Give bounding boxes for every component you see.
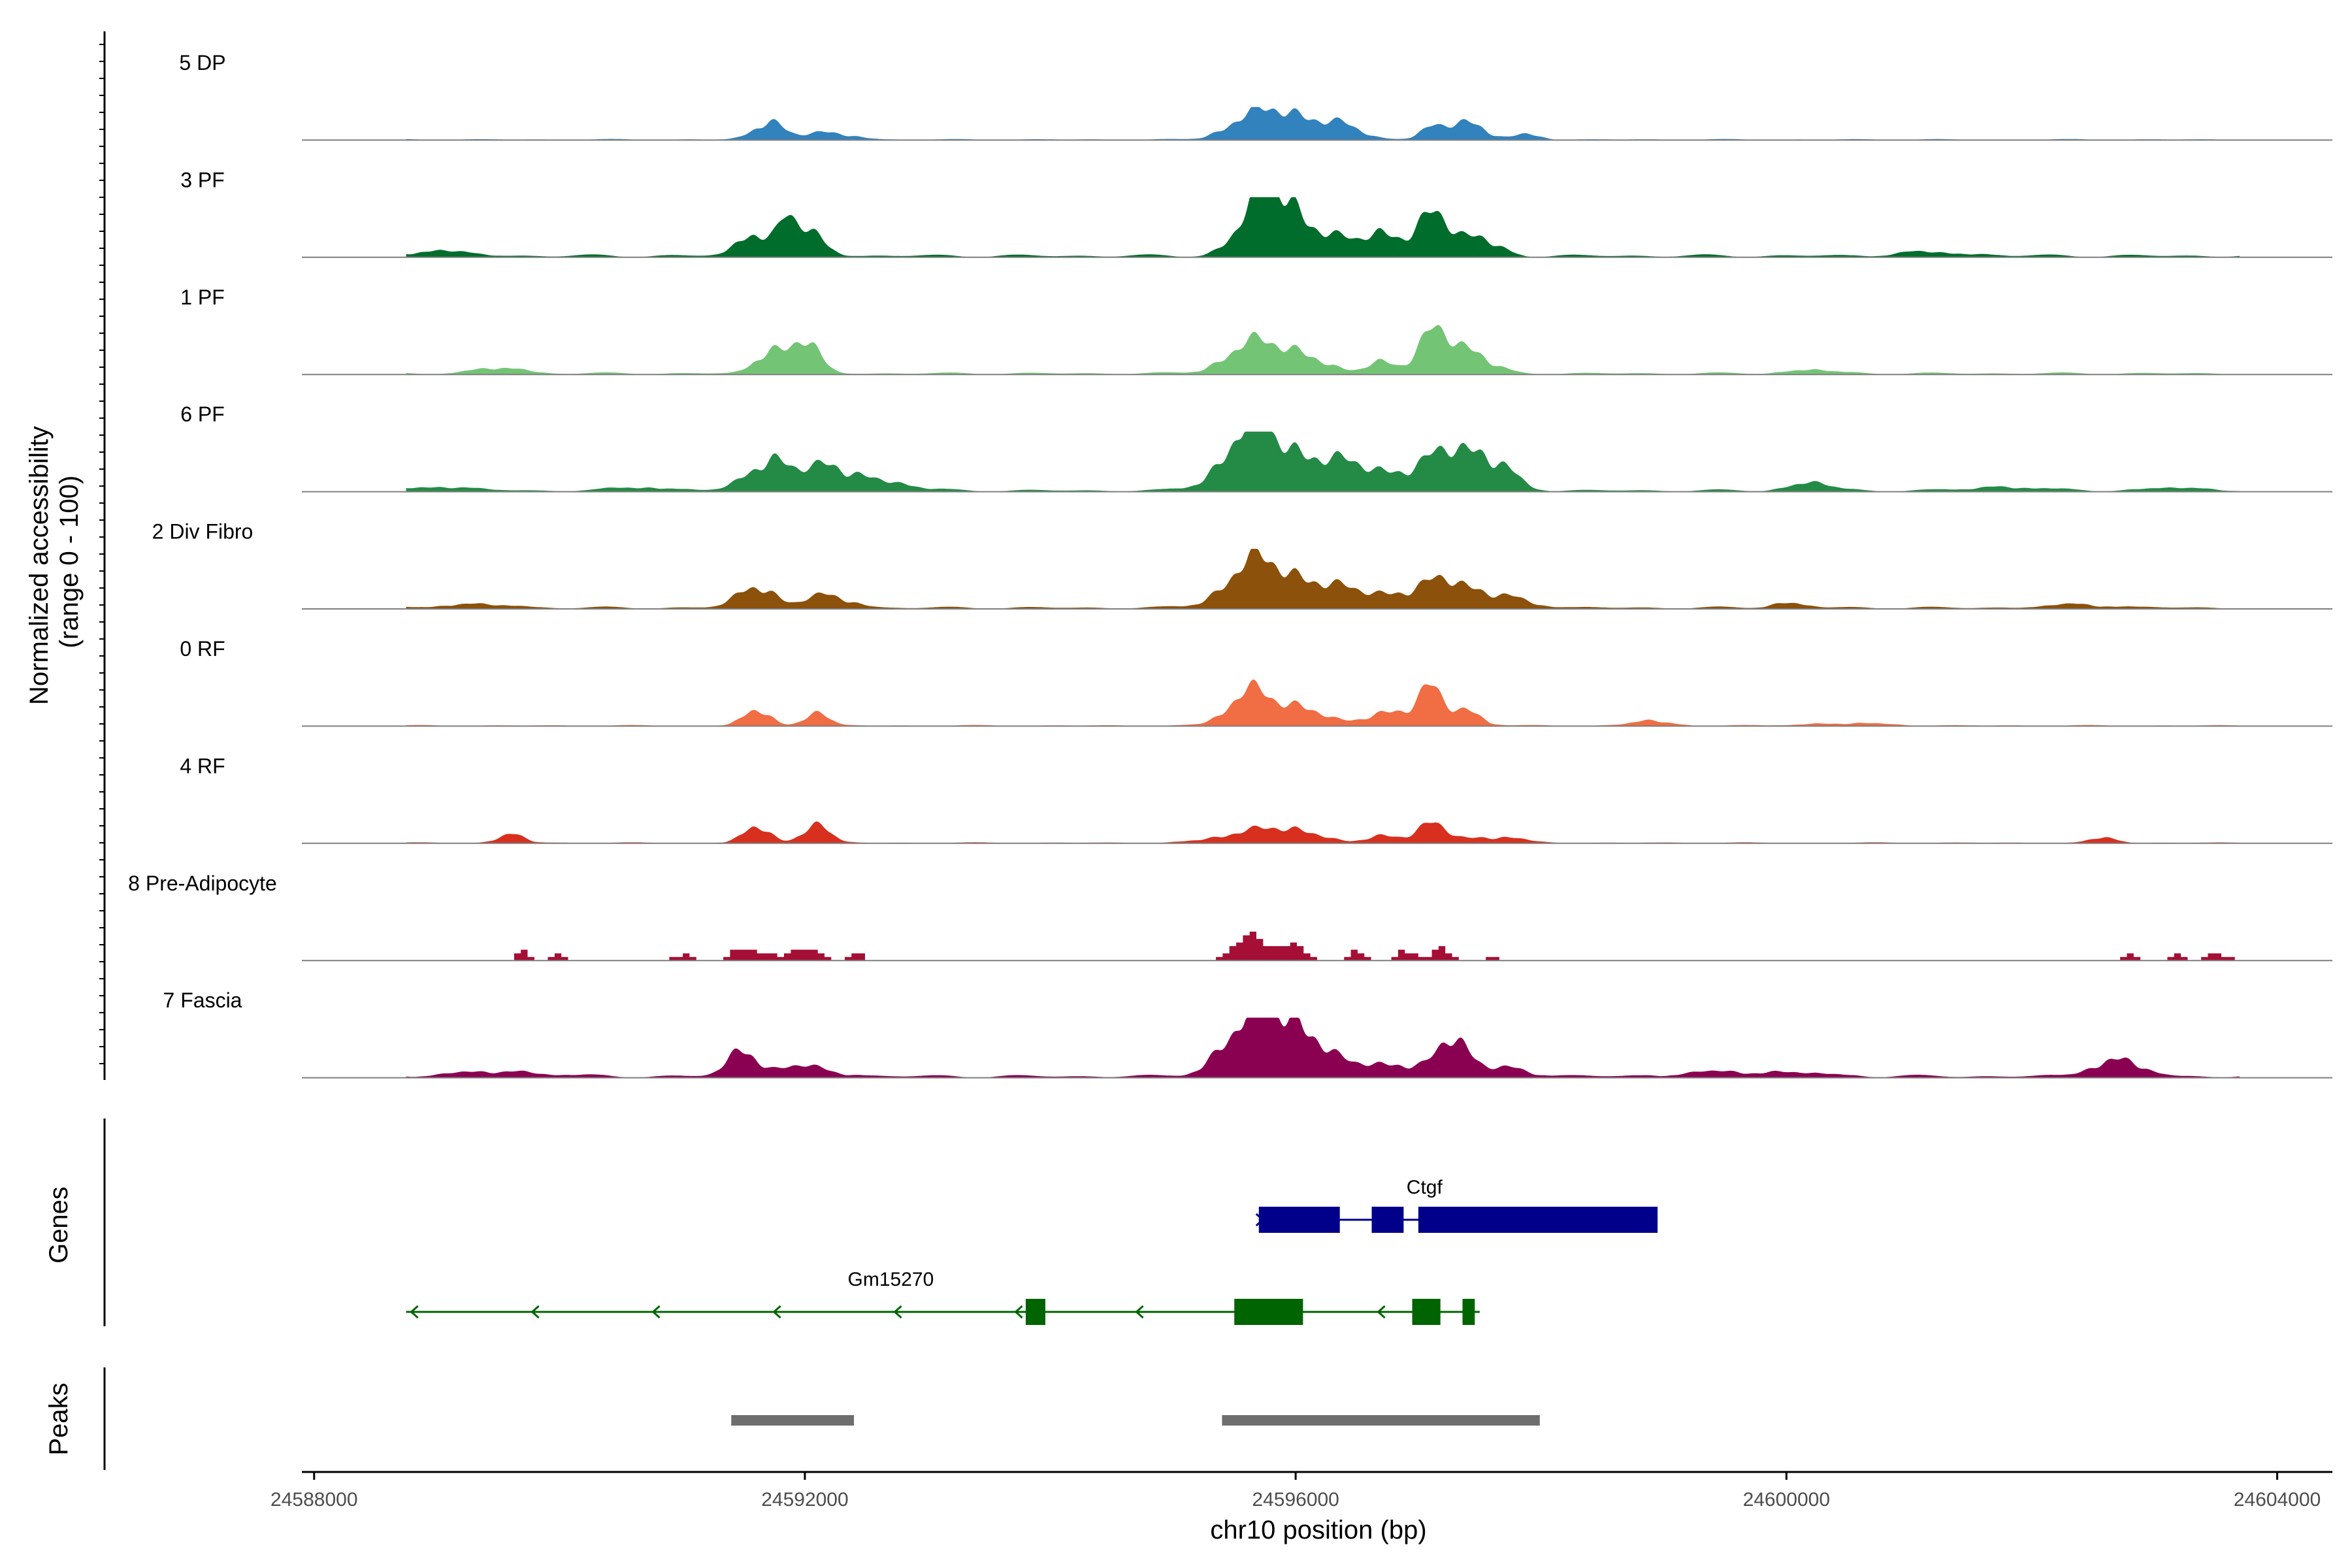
coverage-area	[406, 431, 2241, 492]
peak-regions	[731, 1415, 1540, 1426]
peak-region	[1222, 1415, 1540, 1426]
gene-exon	[1025, 1299, 1046, 1325]
y-axis-title: Normalized accessibility (range 0 - 100)	[25, 419, 84, 705]
gene-model: Ctgf	[1255, 1177, 1658, 1233]
coverage-track: 6 PF	[180, 402, 2332, 493]
track-label: 5 DP	[179, 51, 225, 74]
genes-panel-label: Genes	[44, 1186, 73, 1264]
gene-label: Gm15270	[848, 1269, 934, 1290]
strand-arrow	[1377, 1305, 1386, 1319]
x-axis: 24588000 24592000 24596000 24600000 24604000	[270, 1472, 2321, 1511]
track-label: 6 PF	[180, 402, 225, 426]
peaks-panel-label: Peaks	[44, 1382, 73, 1455]
x-tick-label: 24600000	[1743, 1489, 1830, 1511]
coverage-area	[514, 932, 2235, 961]
strand-arrow	[651, 1305, 661, 1319]
coverage-track: 7 Fascia	[163, 988, 2332, 1079]
coverage-track: 4 RF	[180, 754, 2332, 844]
y-axis-title-line-2: (range 0 - 100)	[55, 476, 84, 649]
gene-annotations: Ctgf Gm15270	[406, 1177, 1658, 1325]
gene-exon	[1234, 1299, 1303, 1325]
gene-exon	[1462, 1299, 1475, 1325]
x-tick-label: 24604000	[2234, 1489, 2321, 1511]
gene-label: Ctgf	[1407, 1177, 1443, 1198]
coverage-area	[406, 549, 2241, 609]
track-label: 2 Div Fibro	[152, 520, 253, 544]
strand-arrow	[531, 1305, 540, 1319]
x-axis-title: chr10 position (bp)	[1210, 1516, 1426, 1544]
y-axis-title-line-1: Normalized accessibility	[25, 426, 54, 705]
gene-exon	[1371, 1207, 1404, 1233]
track-label: 4 RF	[180, 754, 225, 777]
gene-exon	[1258, 1207, 1340, 1233]
coverage-y-axis-ticks	[99, 44, 105, 1064]
track-label: 1 PF	[180, 286, 225, 309]
track-label: 7 Fascia	[163, 988, 242, 1012]
coverage-track: 1 PF	[180, 286, 2332, 376]
coverage-track: 2 Div Fibro	[152, 520, 2332, 610]
coverage-area	[406, 1017, 2241, 1078]
coverage-track: 0 RF	[180, 637, 2332, 727]
coverage-area	[406, 679, 2241, 727]
coverage-area	[406, 821, 2241, 843]
gene-exon	[1412, 1299, 1441, 1325]
coverage-area	[406, 106, 2241, 140]
gene-exon	[1418, 1207, 1658, 1233]
strand-arrow	[893, 1305, 902, 1319]
peak-region	[731, 1415, 855, 1426]
strand-arrow	[1135, 1305, 1144, 1319]
coverage-area	[406, 325, 2241, 375]
coverage-track: 5 DP	[179, 51, 2332, 141]
x-tick-label: 24596000	[1252, 1489, 1339, 1511]
x-tick-label: 24588000	[270, 1489, 357, 1511]
gene-model: Gm15270	[406, 1269, 1480, 1325]
track-label: 8 Pre-Adipocyte	[128, 872, 277, 895]
coverage-track: 3 PF	[180, 168, 2332, 258]
coverage-track: 8 Pre-Adipocyte	[128, 872, 2332, 962]
track-label: 0 RF	[180, 637, 225, 661]
coverage-area	[406, 197, 2241, 257]
strand-arrow	[410, 1305, 419, 1319]
strand-arrow	[1014, 1305, 1023, 1319]
track-label: 3 PF	[180, 168, 225, 191]
coverage-tracks: 5 DP 3 PF 1 PF 6 PF 2 Div Fibro 0 RF 4 RF 8 Pre…	[128, 51, 2332, 1079]
x-tick-label: 24592000	[761, 1489, 848, 1511]
strand-arrow	[772, 1305, 781, 1319]
